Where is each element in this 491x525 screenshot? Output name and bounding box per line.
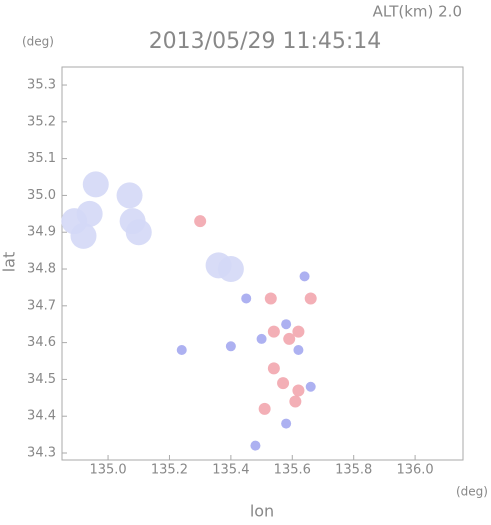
- echo-point: [70, 222, 97, 249]
- echo-point: [267, 362, 280, 375]
- echo-point: [289, 395, 302, 408]
- echo-point: [76, 200, 103, 227]
- y-unit: (deg): [22, 35, 54, 49]
- echo-point: [125, 219, 152, 246]
- echo-point: [256, 333, 267, 344]
- echo-point: [281, 418, 292, 429]
- x-tick-label: 135.6: [274, 463, 311, 478]
- x-tick-label: 135.4: [212, 463, 249, 478]
- y-tick-label: 34.4: [27, 409, 56, 424]
- plot-frame: [61, 66, 464, 461]
- x-axis-label: lon: [250, 502, 274, 521]
- y-tick-label: 34.5: [27, 372, 56, 387]
- y-tick-label: 34.3: [27, 446, 56, 461]
- echo-point: [281, 319, 292, 330]
- y-tick-label: 35.1: [27, 151, 56, 166]
- y-tick-label: 35.3: [27, 78, 56, 93]
- y-tick-label: 34.9: [27, 225, 56, 240]
- echo-point: [277, 377, 290, 390]
- echo-point: [258, 402, 271, 415]
- echo-point: [225, 341, 236, 352]
- echo-point: [250, 440, 261, 451]
- echo-point: [293, 344, 304, 355]
- echo-point: [217, 256, 244, 283]
- y-tick-label: 34.7: [27, 298, 56, 313]
- y-tick-label: 34.8: [27, 262, 56, 277]
- echo-point: [241, 293, 252, 304]
- x-tick-label: 135.8: [335, 463, 372, 478]
- echo-point: [292, 384, 305, 397]
- x-tick-label: 135.2: [151, 463, 188, 478]
- echo-point: [176, 344, 187, 355]
- x-tick-label: 136.0: [396, 463, 433, 478]
- echo-point: [304, 292, 317, 305]
- y-tick-label: 35.2: [27, 114, 56, 129]
- echo-point: [194, 215, 207, 228]
- echo-point: [305, 381, 316, 392]
- echo-point: [299, 271, 310, 282]
- echo-point: [264, 292, 277, 305]
- x-tick-label: 135.0: [89, 463, 126, 478]
- echo-point: [116, 182, 143, 209]
- x-unit: (deg): [456, 485, 488, 499]
- chart-title: 2013/05/29 11:45:14: [149, 29, 382, 54]
- subtitle: ALT(km) 2.0: [373, 3, 462, 21]
- y-tick-label: 34.6: [27, 335, 56, 350]
- y-axis-label: lat: [0, 252, 19, 273]
- y-tick-label: 35.0: [27, 188, 56, 203]
- echo-point: [283, 332, 296, 345]
- echo-point: [82, 171, 109, 198]
- echo-point: [267, 325, 280, 338]
- echo-point: [292, 325, 305, 338]
